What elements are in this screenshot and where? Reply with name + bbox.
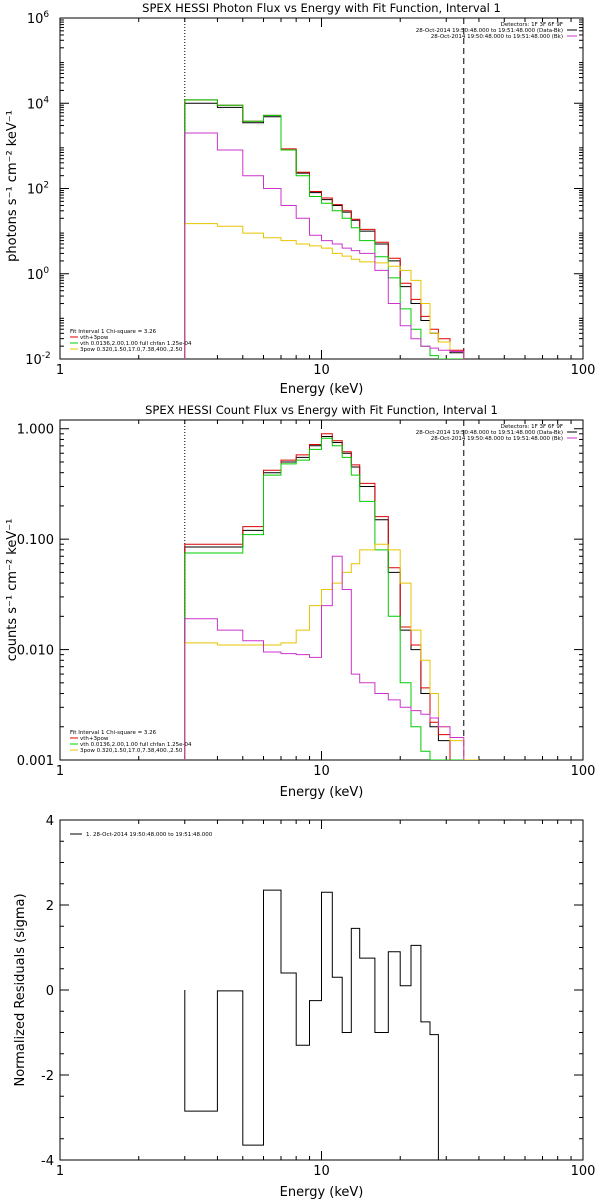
legend-entry: 1. 28-Oct-2014 19:50:48.000 to 19:51:48.… — [86, 832, 213, 838]
legend-entry: 3pow 0.320,1.50,17.0,7.38,400.,2.50 — [80, 347, 183, 353]
legend-entry: vth+3pow — [80, 335, 109, 341]
x-tick-label: 1 — [56, 1164, 64, 1179]
y-tick-label: 1.000 — [17, 423, 54, 438]
x-tick-label: 10 — [313, 363, 330, 378]
chart-panel-3: Energy (keV) Normalized Residuals (sigma)… — [13, 814, 595, 1200]
series-data-bk-line — [184, 102, 465, 359]
chart-title: SPEX HESSI Photon Flux vs Energy with Fi… — [142, 1, 501, 15]
x-tick-label: 1 — [56, 363, 64, 378]
y-tick-label: -2 — [41, 1069, 54, 1084]
x-tick-label: 100 — [571, 1164, 596, 1179]
series-bk-line — [184, 555, 465, 760]
series-vth-3pow-line — [184, 433, 464, 760]
y-axis-label: counts s⁻¹ cm⁻² keV⁻¹ — [5, 519, 20, 662]
y-tick-label: 0.001 — [17, 754, 54, 769]
y-tick-label: 0.100 — [17, 533, 54, 548]
x-tick-label: 100 — [571, 764, 596, 779]
y-tick-label: 102 — [27, 181, 49, 198]
legend-entry: 3pow 0.320,1.50,17.0,7.38,400.,2.50 — [80, 748, 183, 754]
y-axis-label: Normalized Residuals (sigma) — [13, 893, 28, 1086]
series-vth-line — [184, 99, 464, 359]
legend-entry: 28-Oct-2014 19:50:48.000 to 19:51:48.000… — [416, 28, 563, 34]
legend-entry: vth+3pow — [80, 736, 109, 742]
series-3pow-line — [184, 543, 479, 760]
series-data-bk-line — [184, 436, 464, 760]
chart-panel-2: SPEX HESSI Count Flux vs Energy with Fit… — [5, 403, 595, 800]
legend-entry: 28-Oct-2014 19:50:48.000 to 19:51:48.000… — [431, 34, 563, 40]
y-tick-label: 2 — [46, 899, 54, 914]
series-residuals-line — [184, 889, 464, 1160]
x-tick-label: 10 — [313, 764, 330, 779]
series-bk-line — [184, 132, 465, 359]
x-tick-label: 100 — [571, 363, 596, 378]
series-vth-line — [184, 437, 464, 760]
legend-entry: 28-Oct-2014 19:50:48.000 to 19:51:48.000… — [416, 430, 563, 436]
x-axis-label: Energy (keV) — [280, 382, 364, 397]
legend-entry: vth 0.0136,2.00,1.00 full chfan 1.25e-04 — [80, 742, 192, 748]
legend-entry: vth 0.0136,2.00,1.00 full chfan 1.25e-04 — [80, 341, 192, 347]
x-axis-label: Energy (keV) — [280, 1185, 364, 1200]
y-tick-label: -4 — [41, 1154, 54, 1169]
series-3pow-line — [184, 223, 465, 359]
chart-title: SPEX HESSI Count Flux vs Energy with Fit… — [145, 403, 498, 417]
legend-entry: 28-Oct-2014 19:50:48.000 to 19:51:48.000… — [431, 436, 563, 442]
y-axis-label: photons s⁻¹ cm⁻² keV⁻¹ — [5, 110, 20, 262]
y-tick-label: 100 — [27, 266, 50, 283]
x-axis-label: Energy (keV) — [280, 785, 364, 800]
y-tick-label: 106 — [27, 10, 50, 27]
legend-entry: Fit Interval 1 Chi-square = 3.26 — [70, 730, 157, 736]
y-tick-label: 104 — [27, 95, 50, 112]
legend-entry: Fit Interval 1 Chi-square = 3.26 — [70, 329, 157, 335]
plot-frame — [59, 17, 584, 360]
legend-entry: Detectors: 1F 3F 6F 9F — [501, 424, 563, 430]
chart-panel-1: SPEX HESSI Photon Flux vs Energy with Fi… — [5, 1, 595, 397]
x-tick-label: 10 — [313, 1164, 330, 1179]
y-tick-label: 0.010 — [17, 644, 54, 659]
y-tick-label: 0 — [46, 984, 54, 999]
legend-entry: Detectors: 1F 3F 6F 9F — [501, 22, 563, 28]
y-tick-label: 10-2 — [25, 351, 51, 368]
y-tick-label: 4 — [46, 814, 54, 829]
x-tick-label: 1 — [56, 764, 64, 779]
